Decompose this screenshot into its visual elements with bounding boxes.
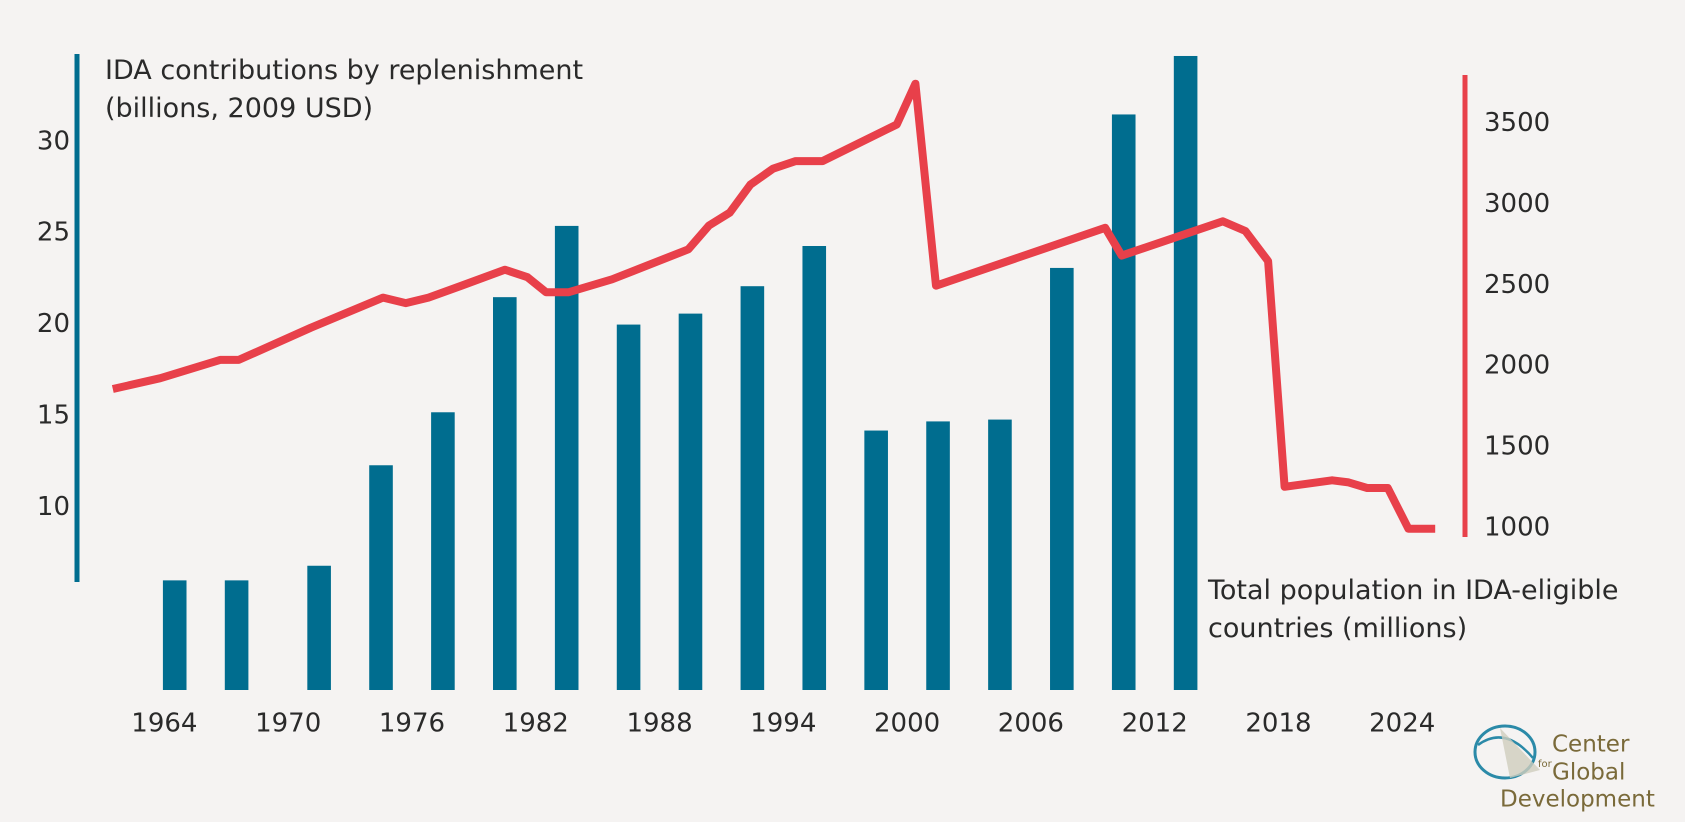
bar [431,412,455,690]
x-tick-label: 1982 [503,709,569,739]
x-tick-label: 2012 [1122,709,1188,739]
line [111,79,1436,533]
y-tick-label: 20 [37,309,70,339]
bar [307,565,331,690]
y2-tick-label: 2500 [1484,270,1550,300]
x-tick-label: 1976 [379,709,445,739]
logo-shape [1500,728,1540,778]
bar [616,324,641,690]
logo-text: Development [1500,787,1655,813]
y-tick-label: 30 [37,126,70,156]
y2-tick-label: 1500 [1484,432,1550,462]
bar-series-label: IDA contributions by replenishment (bill… [105,55,584,124]
bar [740,286,765,690]
y-tick-label: 10 [37,492,70,522]
y2-tick-label: 3500 [1484,108,1550,138]
bar [1173,55,1198,690]
logo-globe [1473,724,1537,780]
bar [802,246,827,691]
bar [864,430,888,690]
x-tick-label: 2006 [998,709,1064,739]
bar [1050,267,1074,690]
bar [493,297,517,690]
y-tick-label: 15 [37,400,70,430]
x-tick-label: 1994 [750,709,816,739]
line-series-label: Total population in IDA-eligible countri… [1208,575,1619,644]
logo-text: Center [1552,732,1630,758]
bar [369,465,393,690]
y2-tick-label: 3000 [1484,189,1550,219]
y-tick-label: 25 [37,218,70,248]
y2-tick-label: 1000 [1484,513,1550,543]
bar [162,580,187,690]
x-tick-label: 1964 [131,709,197,739]
x-tick-label: 2018 [1245,709,1311,739]
bar [1111,114,1136,690]
x-tick-label: 2024 [1369,709,1435,739]
bar [988,419,1012,690]
y2-tick-label: 2000 [1484,351,1550,381]
bar [678,313,703,690]
logo: Center for Global Development [1473,724,1655,813]
x-tick-label: 2000 [874,709,940,739]
bar [224,580,249,690]
bar [926,421,950,690]
logo-text: Global [1552,760,1625,786]
x-tick-label: 1970 [255,709,321,739]
bar [554,225,579,691]
logo-text: for [1538,759,1553,770]
x-tick-label: 1988 [626,709,692,739]
